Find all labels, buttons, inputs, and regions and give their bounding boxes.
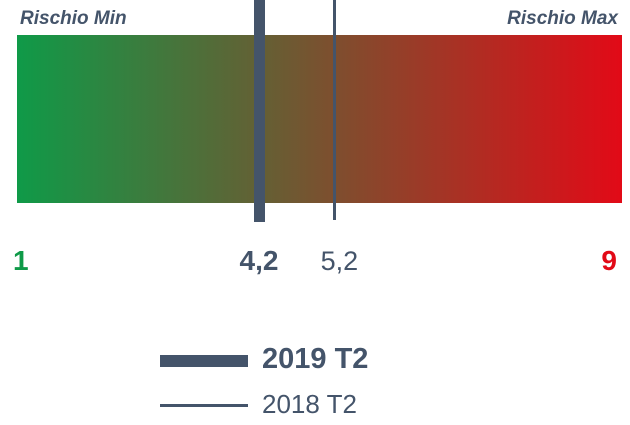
marker-2019-t2 (253, 0, 265, 222)
marker-2019-t2-value: 4,2 (239, 245, 279, 276)
legend-swatch-2019-t2 (160, 355, 248, 367)
legend-label-2019-t2: 2019 T2 (262, 343, 369, 375)
risk-gradient-bar (17, 35, 622, 203)
marker-2018-t2-value: 5,2 (320, 246, 359, 276)
risk-min-label: Rischio Min (20, 8, 127, 29)
scale-min-value: 1 (13, 245, 29, 276)
risk-max-label: Rischio Max (507, 8, 618, 29)
scale-max-value: 9 (601, 245, 617, 276)
legend-swatch-2018-t2 (160, 404, 248, 407)
legend-label-2018-t2: 2018 T2 (262, 389, 357, 419)
marker-2018-t2 (333, 0, 337, 220)
